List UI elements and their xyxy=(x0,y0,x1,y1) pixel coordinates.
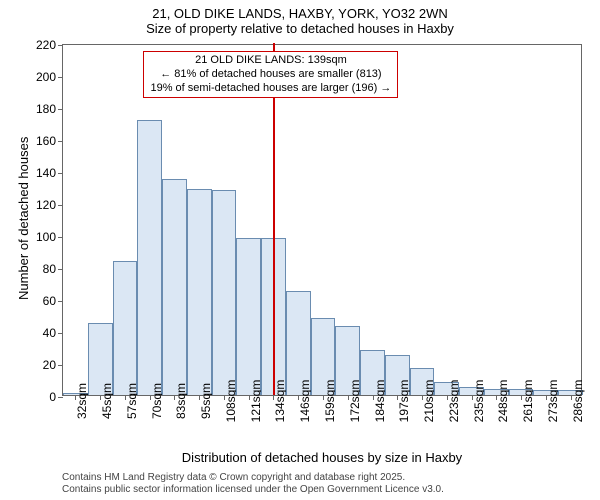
xtick-label: 286sqm xyxy=(571,380,585,423)
ytick-line xyxy=(58,333,63,334)
ytick-line xyxy=(58,205,63,206)
ytick-label: 140 xyxy=(36,166,56,180)
ytick-label: 40 xyxy=(43,326,56,340)
histogram-bar xyxy=(212,190,237,395)
x-axis-label: Distribution of detached houses by size … xyxy=(62,450,582,465)
chart-title-line1: 21, OLD DIKE LANDS, HAXBY, YORK, YO32 2W… xyxy=(0,0,600,21)
annotation-line: 21 OLD DIKE LANDS: 139sqm xyxy=(150,54,391,68)
ytick-label: 120 xyxy=(36,198,56,212)
ytick-line xyxy=(58,109,63,110)
xtick-label: 273sqm xyxy=(546,380,560,423)
ytick-label: 20 xyxy=(43,358,56,372)
chart-title-line2: Size of property relative to detached ho… xyxy=(0,21,600,36)
ytick-label: 60 xyxy=(43,294,56,308)
chart-footer: Contains HM Land Registry data © Crown c… xyxy=(62,472,444,496)
histogram-bar xyxy=(236,238,261,395)
ytick-line xyxy=(58,397,63,398)
ytick-line xyxy=(58,45,63,46)
annotation-line: 19% of semi-detached houses are larger (… xyxy=(150,82,391,96)
footer-line2: Contains public sector information licen… xyxy=(62,484,444,496)
ytick-line xyxy=(58,237,63,238)
ytick-label: 160 xyxy=(36,134,56,148)
ytick-label: 100 xyxy=(36,230,56,244)
histogram-bar xyxy=(113,261,138,395)
ytick-label: 180 xyxy=(36,102,56,116)
ytick-label: 0 xyxy=(49,390,56,404)
y-axis-label: Number of detached houses xyxy=(16,137,31,300)
ytick-label: 220 xyxy=(36,38,56,52)
histogram-bar xyxy=(162,179,187,395)
ytick-label: 200 xyxy=(36,70,56,84)
xtick-label: 248sqm xyxy=(496,380,510,423)
ytick-line xyxy=(58,173,63,174)
ytick-line xyxy=(58,301,63,302)
annotation-box: 21 OLD DIKE LANDS: 139sqm← 81% of detach… xyxy=(143,51,398,98)
ytick-label: 80 xyxy=(43,262,56,276)
ytick-line xyxy=(58,77,63,78)
ytick-line xyxy=(58,269,63,270)
xtick-label: 261sqm xyxy=(521,380,535,423)
ytick-line xyxy=(58,141,63,142)
ytick-line xyxy=(58,365,63,366)
xtick-label: 235sqm xyxy=(472,380,486,423)
histogram-bar xyxy=(187,189,212,395)
footer-line1: Contains HM Land Registry data © Crown c… xyxy=(62,472,444,484)
annotation-line: ← 81% of detached houses are smaller (81… xyxy=(150,68,391,82)
chart-plot-area: 02040608010012014016018020022032sqm45sqm… xyxy=(62,44,582,396)
histogram-bar xyxy=(137,120,162,395)
